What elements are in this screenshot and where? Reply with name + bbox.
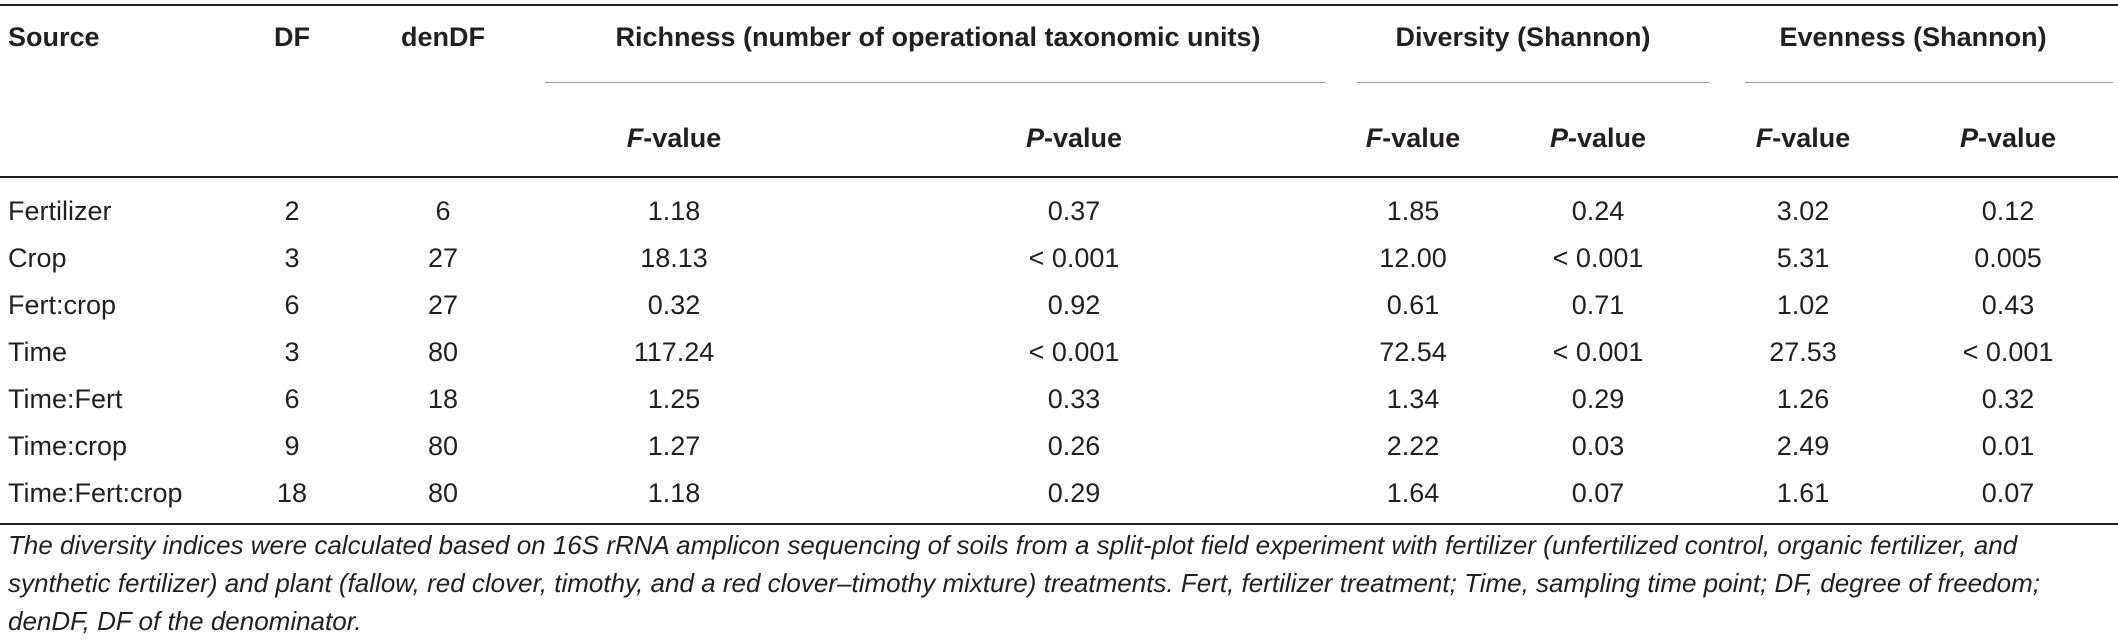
cell-diversity-f: 0.61 xyxy=(1386,290,1440,320)
cell-diversity-f: 72.54 xyxy=(1379,337,1447,367)
table-row: Fert:crop 6 27 0.32 0.92 0.61 0.71 1.02 … xyxy=(0,282,2118,329)
cell-dendf: 80 xyxy=(427,478,459,508)
table-caption: The diversity indices were calculated ba… xyxy=(8,530,2040,636)
cell-richness-f: 1.25 xyxy=(647,384,701,414)
cell-df: 6 xyxy=(284,290,300,320)
table-row: Time:Fert 6 18 1.25 0.33 1.34 0.29 1.26 … xyxy=(0,376,2118,423)
cell-richness-f: 18.13 xyxy=(640,243,708,273)
cell-evenness-p: 0.12 xyxy=(1981,196,2035,226)
cell-richness-f: 117.24 xyxy=(633,337,715,367)
cell-richness-p: < 0.001 xyxy=(1028,337,1120,367)
cell-evenness-p: 0.43 xyxy=(1981,290,2035,320)
cell-evenness-f: 27.53 xyxy=(1769,337,1837,367)
cell-evenness-p: 0.01 xyxy=(1981,431,2035,461)
header-source: Source xyxy=(8,22,100,52)
cell-richness-f: 1.18 xyxy=(647,478,701,508)
cell-evenness-f: 2.49 xyxy=(1776,431,1830,461)
cell-diversity-p: 0.24 xyxy=(1571,196,1625,226)
subheader-richness-f: F-value xyxy=(626,122,722,153)
cell-dendf: 80 xyxy=(427,337,459,367)
table-row: Time 3 80 117.24 < 0.001 72.54 < 0.001 2… xyxy=(0,329,2118,376)
cell-richness-p: 0.92 xyxy=(1047,290,1101,320)
header-diversity: Diversity (Shannon) xyxy=(1395,22,1651,52)
cell-richness-f: 1.18 xyxy=(647,196,701,226)
cell-source: Time xyxy=(8,337,67,367)
subheader-row: F-value P-value F-value P-value F-value … xyxy=(0,100,2118,177)
cell-df: 6 xyxy=(284,384,300,414)
cell-source: Fertilizer xyxy=(8,196,112,226)
cell-df: 3 xyxy=(284,243,300,273)
cell-diversity-p: 0.03 xyxy=(1571,431,1625,461)
header-row: Source DF denDF Richness (number of oper… xyxy=(0,5,2118,100)
cell-df: 18 xyxy=(276,478,308,508)
cell-evenness-p: 0.005 xyxy=(1974,243,2042,273)
cell-evenness-p: 0.07 xyxy=(1981,478,2035,508)
cell-df: 2 xyxy=(284,196,300,226)
cell-source: Crop xyxy=(8,243,67,273)
table-row: Crop 3 27 18.13 < 0.001 12.00 < 0.001 5.… xyxy=(0,235,2118,282)
cell-evenness-f: 1.02 xyxy=(1776,290,1830,320)
subheader-evenness-f: F-value xyxy=(1755,122,1851,153)
subheader-diversity-f: F-value xyxy=(1365,122,1461,153)
cell-diversity-f: 1.34 xyxy=(1386,384,1440,414)
cell-dendf: 27 xyxy=(427,290,459,320)
cell-evenness-f: 1.26 xyxy=(1776,384,1830,414)
cell-diversity-p: < 0.001 xyxy=(1552,243,1644,273)
header-dendf: denDF xyxy=(401,22,485,52)
anova-table: Source DF denDF Richness (number of oper… xyxy=(0,4,2118,525)
cell-richness-p: 0.33 xyxy=(1047,384,1101,414)
cell-source: Time:crop xyxy=(8,431,128,461)
cell-source: Fert:crop xyxy=(8,290,117,320)
table-row: Fertilizer 2 6 1.18 0.37 1.85 0.24 3.02 … xyxy=(0,177,2118,235)
cell-dendf: 80 xyxy=(427,431,459,461)
cell-evenness-f: 3.02 xyxy=(1776,196,1830,226)
header-df: DF xyxy=(274,22,310,52)
cell-diversity-p: 0.29 xyxy=(1571,384,1625,414)
cell-evenness-p: < 0.001 xyxy=(1962,337,2054,367)
table-row: Time:crop 9 80 1.27 0.26 2.22 0.03 2.49 … xyxy=(0,423,2118,470)
cell-diversity-f: 2.22 xyxy=(1386,431,1440,461)
diversity-group-rule xyxy=(1357,82,1709,83)
cell-richness-p: < 0.001 xyxy=(1028,243,1120,273)
cell-df: 9 xyxy=(284,431,300,461)
cell-diversity-f: 1.85 xyxy=(1386,196,1440,226)
cell-diversity-f: 12.00 xyxy=(1379,243,1447,273)
cell-evenness-p: 0.32 xyxy=(1981,384,2035,414)
cell-richness-p: 0.26 xyxy=(1047,431,1101,461)
header-richness: Richness (number of operational taxonomi… xyxy=(615,22,1261,52)
cell-df: 3 xyxy=(284,337,300,367)
cell-source: Time:Fert:crop xyxy=(8,478,183,508)
cell-richness-p: 0.29 xyxy=(1047,478,1101,508)
cell-dendf: 6 xyxy=(435,196,451,226)
cell-evenness-f: 5.31 xyxy=(1776,243,1830,273)
cell-richness-f: 0.32 xyxy=(647,290,701,320)
cell-dendf: 18 xyxy=(427,384,459,414)
cell-richness-f: 1.27 xyxy=(647,431,701,461)
subheader-richness-p: P-value xyxy=(1025,122,1123,153)
table-row: Time:Fert:crop 18 80 1.18 0.29 1.64 0.07… xyxy=(0,470,2118,524)
subheader-evenness-p: P-value xyxy=(1960,122,2057,153)
richness-group-rule xyxy=(545,82,1325,83)
cell-diversity-p: 0.07 xyxy=(1571,478,1625,508)
cell-diversity-p: < 0.001 xyxy=(1552,337,1644,367)
evenness-group-rule xyxy=(1745,82,2113,83)
cell-evenness-f: 1.61 xyxy=(1776,478,1830,508)
cell-dendf: 27 xyxy=(427,243,459,273)
header-evenness: Evenness (Shannon) xyxy=(1779,22,2047,52)
cell-source: Time:Fert xyxy=(8,384,123,414)
cell-diversity-p: 0.71 xyxy=(1571,290,1625,320)
cell-diversity-f: 1.64 xyxy=(1386,478,1440,508)
subheader-diversity-p: P-value xyxy=(1549,122,1647,153)
cell-richness-p: 0.37 xyxy=(1047,196,1101,226)
